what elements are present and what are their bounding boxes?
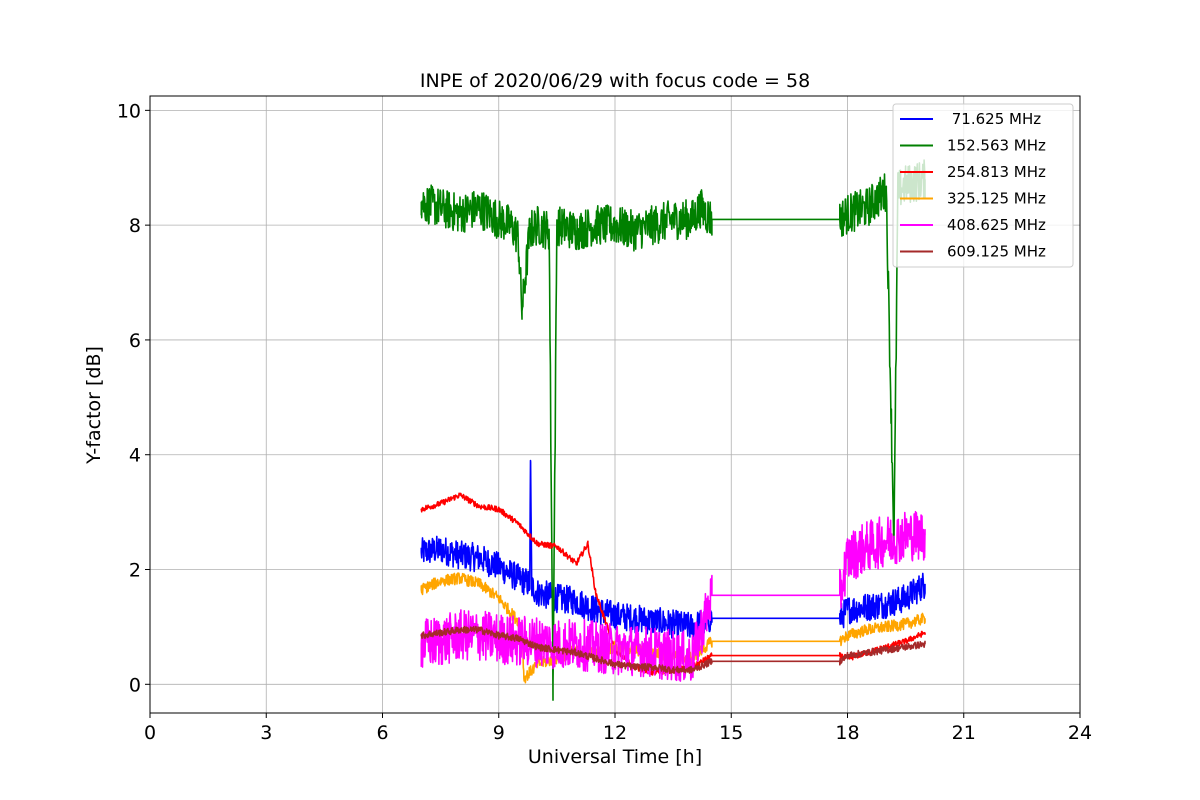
legend-label: 408.625 MHz xyxy=(947,216,1046,234)
y-tick-label: 8 xyxy=(129,215,141,237)
series-line xyxy=(420,510,926,682)
x-tick-label: 18 xyxy=(835,722,859,744)
chart-title: INPE of 2020/06/29 with focus code = 58 xyxy=(420,70,810,92)
x-axis-label: Universal Time [h] xyxy=(528,746,702,768)
x-tick-label: 9 xyxy=(493,722,505,744)
x-tick-label: 3 xyxy=(260,722,272,744)
legend-label: 254.813 MHz xyxy=(947,163,1046,181)
series-line xyxy=(420,159,926,701)
x-tick-label: 12 xyxy=(603,722,627,744)
y-tick-label: 6 xyxy=(129,330,141,352)
legend: 71.625 MHz 152.563 MHz 254.813 MHz 325.125 … xyxy=(892,103,1074,268)
x-tick-label: 0 xyxy=(144,722,156,744)
series-line xyxy=(420,625,926,675)
y-tick-label: 2 xyxy=(129,560,141,582)
x-tick-label: 6 xyxy=(376,722,388,744)
legend-label: 152.563 MHz xyxy=(947,137,1046,155)
y-axis-label: Y-factor [dB] xyxy=(83,346,105,465)
legend-label: 609.125 MHz xyxy=(947,243,1046,261)
y-tick-label: 10 xyxy=(117,100,141,122)
x-tick-label: 15 xyxy=(719,722,743,744)
x-tick-label: 21 xyxy=(952,722,976,744)
legend-box xyxy=(892,103,1074,268)
y-tick-label: 0 xyxy=(129,674,141,696)
x-tick-label: 24 xyxy=(1068,722,1092,744)
legend-label: 325.125 MHz xyxy=(947,190,1046,208)
x-axis-ticks: 0 3 6 9 12 15 18 21 24 xyxy=(144,713,1092,744)
series-line xyxy=(420,459,926,640)
y-axis-ticks: 0 2 4 6 8 10 xyxy=(117,100,150,696)
series-layer xyxy=(420,159,926,701)
legend-label: 71.625 MHz xyxy=(947,110,1041,128)
y-tick-label: 4 xyxy=(129,445,141,467)
